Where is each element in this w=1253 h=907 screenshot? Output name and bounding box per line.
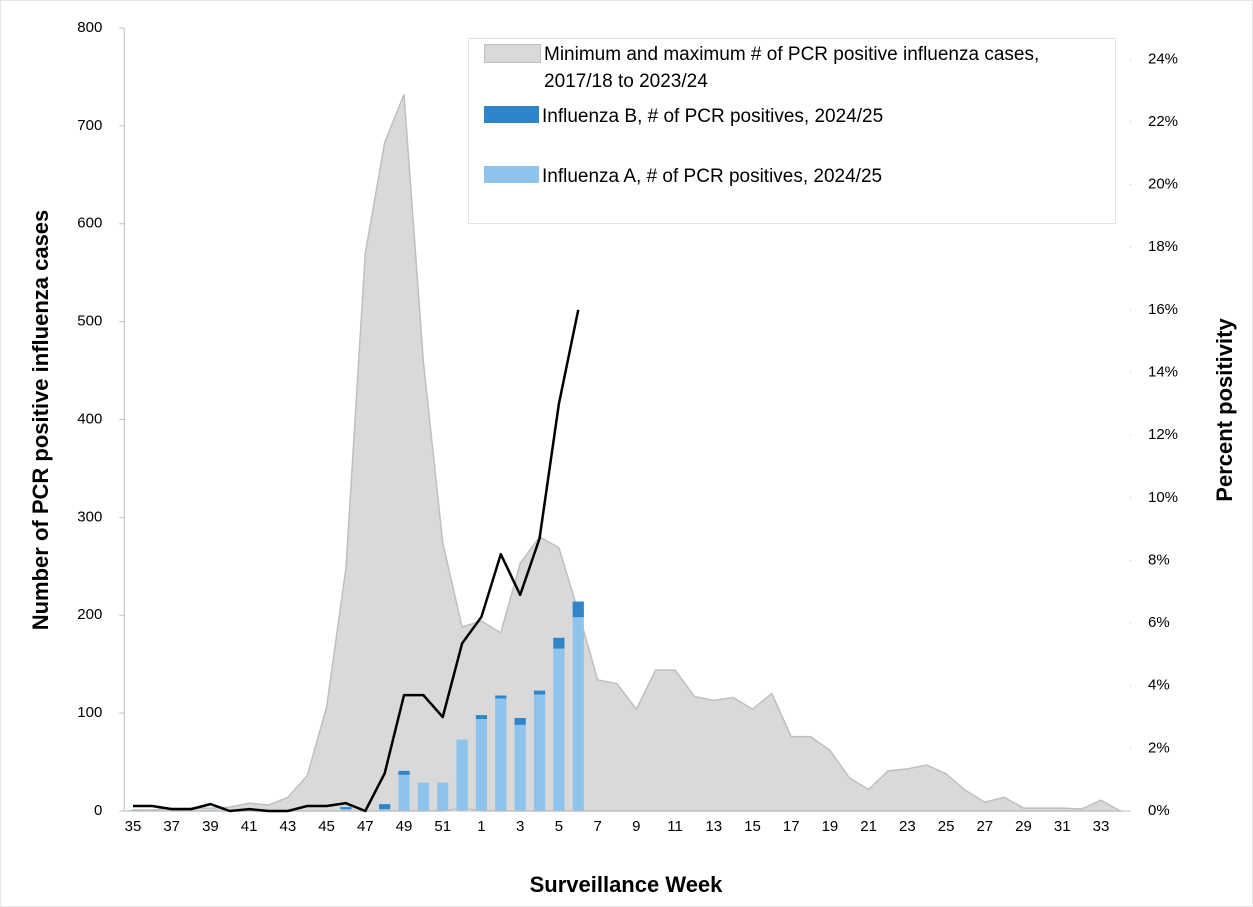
bar (572, 617, 584, 811)
y-tick-label: 200 (77, 606, 102, 623)
y-tick-label: 100 (77, 704, 102, 721)
x-axis-title: Surveillance Week (530, 872, 724, 897)
bar (533, 690, 546, 695)
x-tick-label: 13 (705, 818, 722, 835)
legend-label: Influenza B, # of PCR positives, 2024/25 (542, 106, 884, 127)
y2-axis-title: Percent positivity (1212, 318, 1237, 502)
legend-swatch (484, 44, 541, 63)
x-tick-label: 49 (396, 818, 413, 835)
y-tick-label: 0 (94, 802, 102, 819)
x-tick-label: 37 (163, 818, 180, 835)
x-tick-label: 3 (516, 818, 524, 835)
y2-tick-label: 12% (1148, 426, 1178, 443)
y2-tick-label: 0% (1148, 802, 1170, 819)
y-tick-label: 800 (77, 19, 102, 36)
x-tick-label: 31 (1054, 818, 1071, 835)
bar (475, 715, 488, 719)
bar (495, 695, 507, 699)
y2-tick-label: 2% (1148, 739, 1170, 756)
x-tick-label: 27 (976, 818, 993, 835)
legend-swatch (484, 106, 539, 123)
bar (514, 724, 526, 811)
x-tick-label: 39 (202, 818, 219, 835)
x-tick-label: 25 (938, 818, 955, 835)
x-tick-label: 21 (860, 818, 877, 835)
x-tick-label: 9 (632, 818, 640, 835)
x-tick-label: 29 (1015, 818, 1032, 835)
x-tick-label: 51 (434, 818, 451, 835)
bar (495, 698, 507, 811)
y2-tick-label: 6% (1148, 614, 1170, 631)
x-tick-label: 5 (555, 818, 563, 835)
bar (514, 718, 526, 725)
legend-label: Influenza A, # of PCR positives, 2024/25 (542, 166, 883, 187)
bar (437, 782, 449, 811)
y2-tick-label: 14% (1148, 363, 1178, 380)
y2-tick-label: 18% (1148, 238, 1178, 255)
legend-entry: Influenza A, # of PCR positives, 2024/25 (484, 163, 1052, 190)
x-tick-label: 19 (822, 818, 839, 835)
legend: Minimum and maximum # of PCR positive in… (468, 38, 1116, 224)
y2-tick-label: 24% (1148, 50, 1178, 67)
bar (398, 770, 410, 775)
legend-entry: Minimum and maximum # of PCR positive in… (484, 41, 1054, 95)
x-tick-label: 41 (241, 818, 258, 835)
y-axis-title: Number of PCR positive influenza cases (28, 210, 53, 631)
x-tick-label: 15 (744, 818, 761, 835)
x-tick-label: 47 (357, 818, 374, 835)
bar (398, 774, 410, 811)
legend-label: Minimum and maximum # of PCR positive in… (544, 44, 1040, 92)
y2-tick-label: 22% (1148, 113, 1178, 130)
plot-area: 01002003004005006007008000%2%4%6%8%10%12… (77, 19, 1178, 835)
x-tick-label: 17 (783, 818, 800, 835)
legend-entry: Influenza B, # of PCR positives, 2024/25 (484, 103, 1052, 130)
positivity-line (132, 309, 580, 813)
bar (379, 804, 391, 810)
y-tick-label: 700 (77, 117, 102, 134)
y2-tick-label: 10% (1148, 489, 1178, 506)
bar (456, 739, 468, 811)
y-tick-label: 600 (77, 215, 102, 232)
y-tick-label: 400 (77, 410, 102, 427)
x-tick-label: 11 (667, 818, 683, 835)
x-tick-label: 35 (125, 818, 142, 835)
y2-tick-label: 16% (1148, 301, 1178, 318)
y-tick-label: 500 (77, 313, 102, 330)
x-tick-label: 23 (899, 818, 916, 835)
bar (572, 601, 584, 618)
y2-tick-label: 20% (1148, 176, 1178, 193)
x-tick-label: 43 (280, 818, 297, 835)
x-tick-label: 7 (593, 818, 601, 835)
bar (417, 782, 429, 811)
x-tick-label: 1 (477, 818, 485, 835)
y2-tick-label: 4% (1148, 677, 1170, 694)
bar (475, 718, 488, 811)
bar (340, 809, 352, 811)
bar (553, 637, 565, 649)
bar (553, 648, 565, 811)
x-tick-label: 45 (318, 818, 335, 835)
x-tick-label: 33 (1093, 818, 1110, 835)
legend-swatch (484, 166, 539, 183)
y-tick-label: 300 (77, 508, 102, 525)
bar (533, 694, 546, 811)
bar (340, 807, 352, 810)
y2-tick-label: 8% (1148, 551, 1170, 568)
bar (379, 809, 391, 811)
